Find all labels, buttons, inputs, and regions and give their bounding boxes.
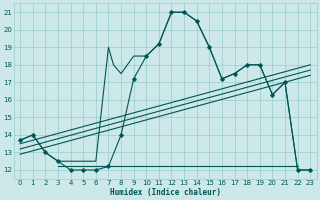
- X-axis label: Humidex (Indice chaleur): Humidex (Indice chaleur): [110, 188, 221, 197]
